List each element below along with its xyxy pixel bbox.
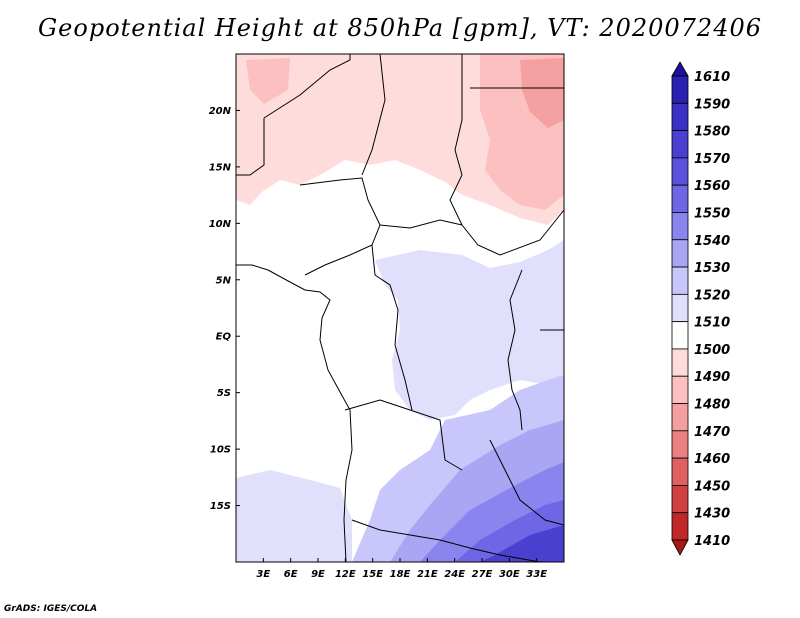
colorbar-swatch: [671, 293, 689, 323]
colorbar-label: 1550: [694, 206, 730, 221]
colorbar-label: 1590: [694, 97, 730, 112]
colorbar-label: 1490: [694, 370, 730, 385]
y-tick-label: 15S: [210, 501, 231, 512]
longitude-ticks: 3E 6E 9E 12E 15E 18E 21E 24E 27E 30E 33E: [256, 558, 547, 580]
colorbar-label: 1520: [694, 288, 730, 303]
x-tick-label: 21E: [417, 569, 438, 580]
grads-credit: GrADS: IGES/COLA: [4, 604, 98, 614]
y-tick-label: 15N: [209, 162, 232, 173]
colorbar-swatch: [671, 61, 689, 77]
colorbar-label: 1580: [694, 125, 730, 140]
height-field: [236, 54, 564, 562]
colorbar-swatch: [671, 512, 689, 541]
colorbar-swatch: [671, 75, 689, 104]
colorbar-label: 1610: [694, 70, 730, 85]
x-tick-label: 30E: [499, 569, 520, 580]
country-borders: [236, 54, 564, 562]
colorbar-label: 1530: [694, 261, 730, 276]
colorbar-label: 1540: [694, 234, 730, 249]
x-tick-label: 33E: [526, 569, 547, 580]
colorbar: 1610 1590 1580 1570 1560 1550 1540 1530 1520 1510…: [671, 61, 730, 556]
latitude-ticks: 20N 15N 10N 5N EQ 5S 10S 15S: [209, 106, 240, 512]
colorbar-swatch: [671, 485, 689, 514]
colorbar-label: 1460: [694, 452, 730, 467]
colorbar-swatch: [671, 457, 689, 486]
colorbar-swatch: [671, 403, 689, 432]
colorbar-swatch: [671, 430, 689, 459]
colorbar-label: 1410: [694, 534, 730, 549]
colorbar-swatch: [671, 539, 689, 556]
x-tick-label: 15E: [362, 569, 383, 580]
x-tick-label: 9E: [311, 569, 325, 580]
colorbar-swatch: [671, 212, 689, 241]
colorbar-swatch: [671, 321, 689, 350]
map-title: Geopotential Height at 850hPa [gpm], VT:…: [38, 14, 762, 42]
colorbar-label: 1450: [694, 479, 730, 494]
x-tick-label: 24E: [444, 569, 465, 580]
colorbar-label: 1570: [694, 152, 730, 167]
y-tick-label: 5N: [216, 275, 232, 286]
colorbar-label: 1430: [694, 507, 730, 522]
colorbar-swatch: [671, 157, 689, 186]
colorbar-label: 1560: [694, 179, 730, 194]
y-tick-label: 20N: [209, 106, 232, 117]
y-tick-label: EQ: [216, 332, 232, 343]
x-tick-label: 12E: [335, 569, 356, 580]
colorbar-label: 1510: [694, 316, 730, 331]
colorbar-swatch: [671, 239, 689, 268]
colorbar-swatch: [671, 375, 689, 404]
x-tick-label: 27E: [472, 569, 493, 580]
y-tick-label: 5S: [217, 388, 231, 399]
colorbar-swatch: [671, 266, 689, 295]
x-tick-label: 18E: [390, 569, 411, 580]
y-tick-label: 10S: [210, 445, 231, 456]
colorbar-swatch: [671, 184, 689, 213]
colorbar-swatch: [671, 130, 689, 159]
colorbar-label: 1480: [694, 398, 730, 413]
colorbar-label: 1500: [694, 343, 730, 358]
colorbar-swatch: [671, 348, 689, 377]
y-tick-label: 10N: [209, 219, 232, 230]
colorbar-label: 1470: [694, 425, 730, 440]
x-tick-label: 3E: [256, 569, 270, 580]
x-tick-label: 6E: [284, 569, 298, 580]
colorbar-swatch: [671, 102, 689, 131]
